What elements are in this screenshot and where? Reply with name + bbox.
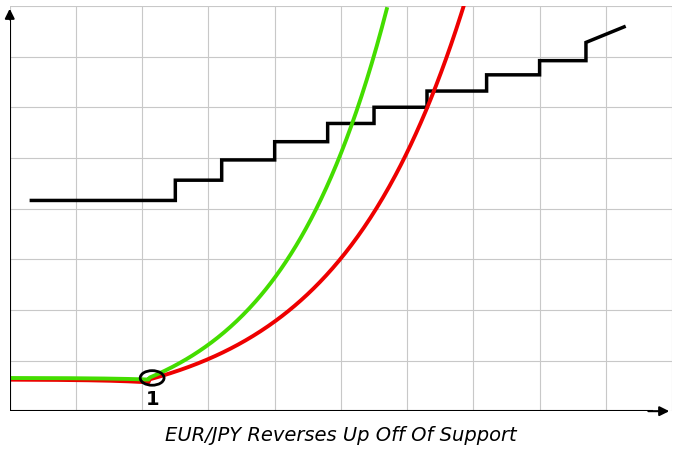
X-axis label: EUR/JPY Reverses Up Off Of Support: EUR/JPY Reverses Up Off Of Support (165, 425, 517, 444)
Text: 1: 1 (145, 389, 159, 408)
